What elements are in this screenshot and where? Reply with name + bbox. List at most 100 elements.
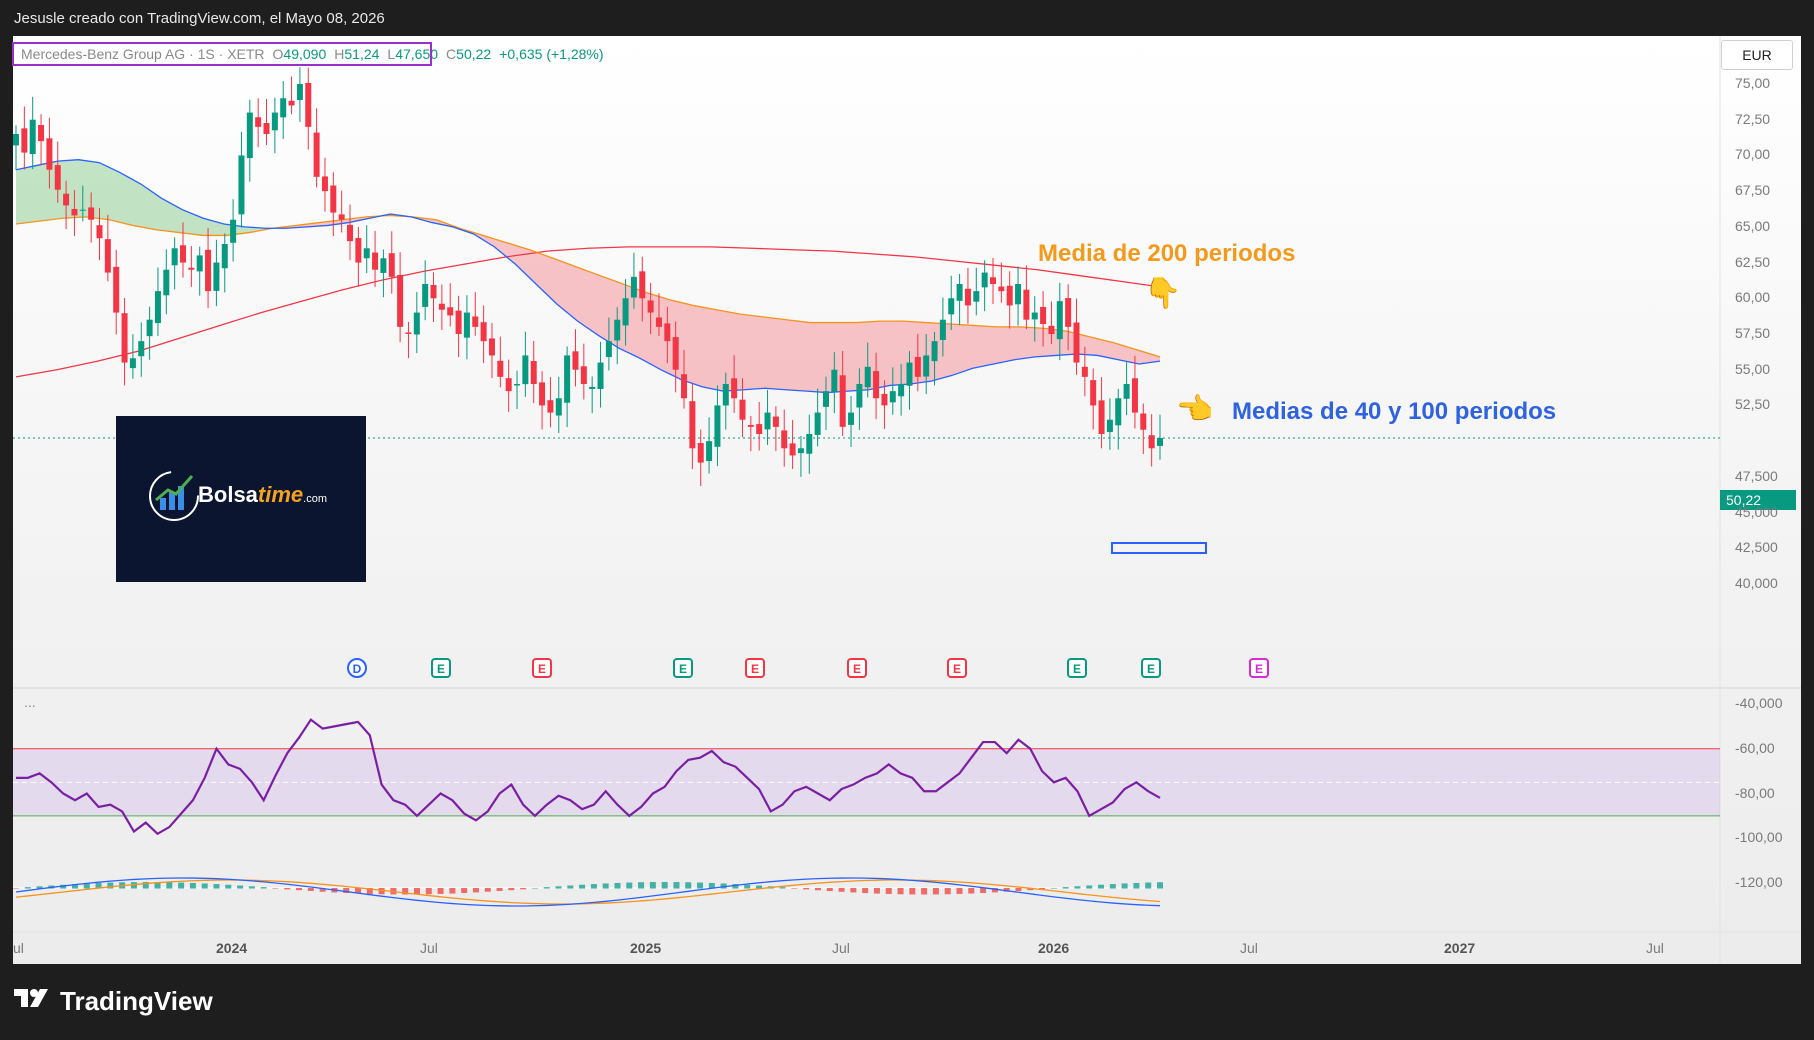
candle — [939, 319, 946, 340]
candle — [163, 269, 170, 296]
event-marker[interactable]: D — [347, 658, 367, 678]
macd-histogram-bar — [661, 882, 668, 889]
rsi-line — [16, 718, 1161, 836]
price-tick-label: 62,50 — [1735, 253, 1771, 270]
macd-histogram-bar — [932, 888, 939, 895]
candle — [280, 98, 287, 118]
rsi-tick-label: -60,00 — [1735, 739, 1775, 756]
candle — [731, 378, 738, 399]
macd-histogram-bar — [343, 888, 350, 894]
rsi-menu-icon[interactable]: ... — [24, 694, 36, 710]
macd-histogram-bar — [555, 886, 562, 889]
candle — [1031, 312, 1038, 320]
macd-histogram-bar — [213, 884, 220, 889]
candle — [146, 319, 153, 337]
candle — [54, 165, 61, 190]
macd-histogram-bar — [296, 888, 303, 891]
candle — [238, 155, 245, 215]
price-tick-label: 55,00 — [1735, 360, 1771, 377]
macd-histogram-bar — [850, 888, 857, 893]
candle — [1123, 384, 1130, 399]
candle — [697, 443, 704, 463]
macd-histogram-bar — [178, 882, 185, 889]
macd-histogram-bar — [1086, 885, 1093, 889]
macd-histogram-bar — [543, 887, 550, 889]
macd-histogram-bar — [685, 882, 692, 889]
event-marker[interactable]: E — [1249, 658, 1269, 678]
candle — [964, 288, 971, 306]
event-marker[interactable]: E — [1067, 658, 1087, 678]
candle — [121, 313, 128, 363]
candle — [405, 332, 412, 334]
candle — [831, 369, 838, 392]
open-label: O — [272, 46, 284, 62]
candle — [154, 291, 161, 324]
macd-histogram-bar — [626, 882, 633, 889]
time-tick-label: 2024 — [216, 940, 248, 956]
macd-histogram-bar — [425, 888, 432, 895]
symbol-legend[interactable]: Mercedes-Benz Group AG · 1S · XETR O 49,0… — [12, 42, 604, 66]
price-tick-label: 52,50 — [1735, 396, 1771, 413]
chart-header: Jesusle creado con TradingView.com, el M… — [0, 0, 1814, 36]
candle — [305, 82, 312, 127]
macd-histogram-bar — [649, 882, 656, 889]
candle — [822, 391, 829, 407]
event-marker[interactable]: E — [745, 658, 765, 678]
event-marker[interactable]: E — [532, 658, 552, 678]
macd-histogram-bar — [791, 888, 798, 889]
macd-histogram-bar — [355, 888, 362, 894]
ma40-100-annotation: Medias de 40 y 100 periodos — [1232, 398, 1557, 425]
candle — [839, 375, 846, 427]
macd-histogram-bar — [449, 888, 456, 894]
tradingview-logo-icon — [14, 987, 52, 1016]
candle — [288, 100, 295, 106]
candle — [1098, 400, 1105, 434]
candle — [363, 248, 370, 259]
candle — [555, 398, 562, 416]
event-marker[interactable]: E — [847, 658, 867, 678]
symbol-name[interactable]: Mercedes-Benz Group AG · 1S · XETR — [21, 46, 265, 62]
event-marker[interactable]: E — [431, 658, 451, 678]
event-marker[interactable]: E — [947, 658, 967, 678]
candle — [397, 274, 404, 327]
candle — [706, 441, 713, 462]
candle — [564, 355, 571, 403]
candle — [505, 378, 512, 392]
macd-histogram-bar — [201, 883, 208, 889]
event-marker[interactable]: E — [673, 658, 693, 678]
candle — [313, 132, 320, 177]
candle — [213, 262, 220, 291]
candle — [681, 374, 688, 399]
candle — [1081, 366, 1088, 377]
tradingview-footer: TradingView — [14, 986, 213, 1017]
candle — [138, 341, 145, 357]
close-label: C — [446, 46, 457, 62]
candle — [848, 412, 855, 425]
candle — [129, 358, 136, 369]
candle — [463, 312, 470, 338]
price-tick-label: 60,00 — [1735, 289, 1771, 306]
candle — [981, 272, 988, 288]
macd-histogram-bar — [1003, 888, 1010, 892]
candle — [530, 361, 537, 384]
currency-button[interactable]: EUR — [1721, 40, 1793, 70]
candle — [96, 225, 103, 239]
candle — [255, 117, 262, 127]
macd-histogram-bar — [732, 884, 739, 889]
macd-histogram-bar — [838, 888, 845, 892]
candle — [1073, 322, 1080, 363]
candle — [739, 399, 746, 420]
macd-histogram-bar — [1027, 888, 1034, 891]
candle — [372, 252, 379, 270]
ma200-annotation: Media de 200 periodos — [1038, 240, 1296, 267]
open-value: 49,090 — [283, 46, 327, 62]
event-marker[interactable]: E — [1141, 658, 1161, 678]
candle — [171, 248, 178, 266]
ma-cloud-bullish — [16, 159, 272, 236]
candle — [889, 391, 896, 403]
candle — [271, 112, 278, 131]
macd-histogram-bar — [909, 888, 916, 895]
candle — [113, 266, 120, 313]
candle — [814, 412, 821, 435]
